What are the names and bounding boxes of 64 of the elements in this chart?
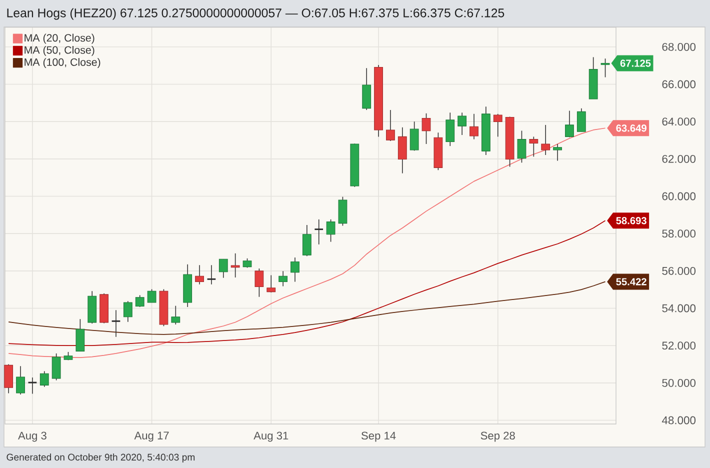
candlestick (398, 126, 407, 174)
y-tick-label: 54.000 (662, 304, 696, 312)
candlestick (266, 274, 276, 293)
candlestick (422, 112, 431, 144)
y-tick-label: 48.000 (662, 416, 696, 424)
legend-label: MA (20, Close) (24, 34, 94, 44)
candlestick (458, 112, 467, 136)
y-tick-label: 52.000 (662, 342, 696, 350)
candlestick (76, 318, 85, 352)
candlestick (326, 218, 336, 242)
candlestick (362, 68, 372, 110)
candlestick (111, 310, 121, 338)
candlestick (278, 270, 288, 287)
x-tick-label: Sep 14 (361, 432, 396, 442)
x-tick-label: Aug 31 (254, 432, 288, 442)
legend-label: MA (100, Close) (24, 58, 100, 68)
data-label: 58.693 (616, 217, 646, 224)
legend-label: MA (50, Close) (24, 46, 94, 56)
candlestick (529, 136, 538, 158)
y-tick-label: 64.000 (662, 118, 696, 126)
x-tick-label: Sep 28 (480, 432, 515, 442)
candlestick (410, 121, 419, 152)
y-tick-label: 62.000 (662, 154, 696, 163)
candlestick (517, 130, 526, 164)
candlestick (541, 124, 550, 156)
candlestick (52, 353, 61, 381)
y-tick-label: 68.000 (662, 42, 696, 51)
candlestick (28, 377, 38, 394)
y-tick-label: 58.000 (662, 230, 696, 238)
y-tick-label: 50.000 (662, 378, 696, 387)
candlestick (242, 258, 252, 268)
x-tick-label: Aug 3 (18, 432, 46, 442)
candlestick (314, 218, 324, 245)
candlestick (4, 364, 14, 394)
candlestick (16, 366, 25, 395)
candlestick (147, 288, 156, 303)
candlestick (576, 108, 586, 132)
candlestick (302, 224, 312, 257)
data-label: 63.649 (616, 124, 646, 132)
x-tick-label: Aug 17 (134, 432, 169, 442)
candlestick (206, 264, 216, 285)
candlestick (470, 114, 478, 140)
text: Generated on October 9th 2020, 5:40:03 pm (6, 454, 195, 462)
candlestick (40, 370, 49, 388)
candlestick (195, 264, 204, 285)
y-tick-label: 66.000 (662, 80, 696, 88)
candlestick (230, 252, 240, 278)
candlestick (493, 114, 502, 138)
y-tick-label: 60.000 (662, 192, 696, 200)
candlestick (135, 294, 144, 308)
candlestick (123, 300, 132, 322)
candlestick (446, 112, 455, 146)
text: 67.125 (620, 60, 651, 67)
candlestick (565, 110, 574, 138)
candlestick (218, 258, 228, 278)
candlestick (171, 305, 180, 325)
candlestick (338, 196, 348, 226)
data-label: 55.422 (616, 278, 646, 286)
y-tick-label: 56.000 (662, 266, 696, 275)
candlestick (254, 268, 264, 298)
candlestick (290, 257, 300, 282)
chart-title: Lean Hogs (HEZ20) 67.125 0.2750000000000057 — O:67.05 H:67.375 L:66.375 C:67.125 (7, 8, 504, 20)
candlestick (386, 110, 395, 142)
candlestick (553, 144, 562, 162)
